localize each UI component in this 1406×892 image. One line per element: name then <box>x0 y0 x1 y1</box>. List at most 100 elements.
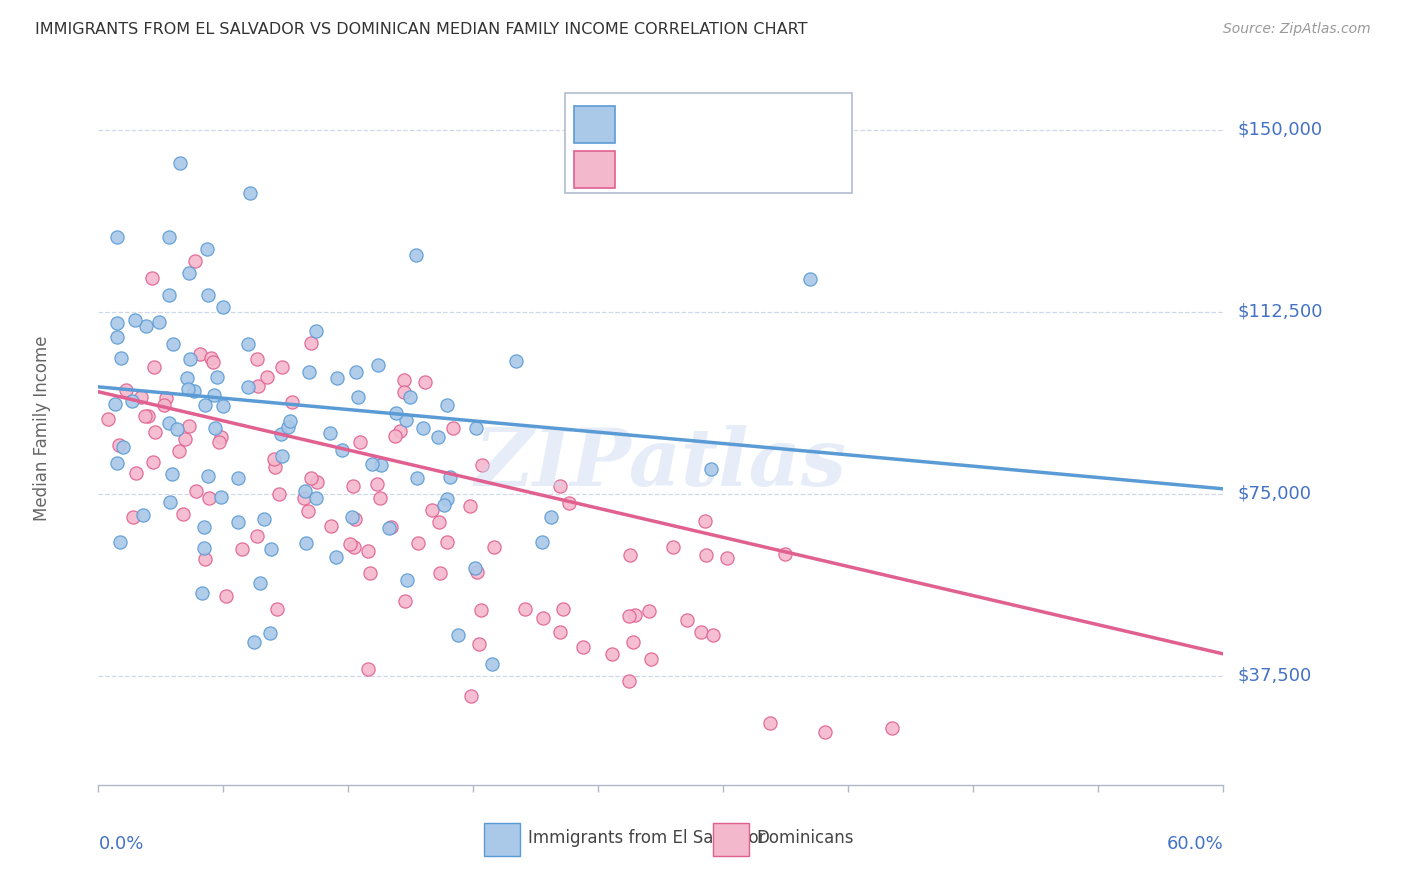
Point <box>278 414 301 428</box>
Point <box>357 662 380 676</box>
Point <box>108 438 131 452</box>
Point <box>104 397 127 411</box>
Point <box>799 272 821 286</box>
Point <box>242 635 264 649</box>
Point <box>174 433 197 447</box>
Point <box>759 716 782 731</box>
Point <box>619 548 641 562</box>
Point <box>676 614 699 628</box>
Point <box>153 398 176 412</box>
Point <box>332 442 354 457</box>
Text: IMMIGRANTS FROM EL SALVADOR VS DOMINICAN MEDIAN FAMILY INCOME CORRELATION CHART: IMMIGRANTS FROM EL SALVADOR VS DOMINICAN… <box>35 22 807 37</box>
Point <box>344 364 367 378</box>
Point <box>132 508 155 522</box>
FancyBboxPatch shape <box>713 822 748 855</box>
Point <box>202 355 225 369</box>
Point <box>814 725 837 739</box>
Text: 101: 101 <box>785 161 823 178</box>
Point <box>209 490 232 504</box>
Point <box>269 487 291 501</box>
Point <box>531 610 554 624</box>
Point <box>398 391 420 405</box>
Point <box>340 510 363 524</box>
Point <box>406 536 429 550</box>
Point <box>773 547 796 561</box>
Point <box>238 337 260 351</box>
Point <box>468 637 491 651</box>
Point <box>357 544 380 558</box>
Point <box>548 624 571 639</box>
Point <box>307 475 329 489</box>
Point <box>385 406 408 420</box>
Point <box>325 549 347 564</box>
Point <box>277 419 299 434</box>
Point <box>135 319 157 334</box>
Point <box>253 512 276 526</box>
Point <box>256 369 278 384</box>
Point <box>148 315 170 329</box>
FancyBboxPatch shape <box>565 93 852 193</box>
Point <box>184 483 207 498</box>
Point <box>193 520 215 534</box>
Point <box>413 375 436 389</box>
Point <box>343 540 366 554</box>
Point <box>394 594 416 608</box>
Point <box>693 514 716 528</box>
Point <box>412 421 434 435</box>
Point <box>447 628 470 642</box>
Point <box>405 248 427 262</box>
Point <box>226 471 249 485</box>
Text: ZIPatlas: ZIPatlas <box>475 425 846 502</box>
Point <box>172 507 194 521</box>
Point <box>571 640 593 654</box>
Point <box>436 398 458 412</box>
Point <box>464 560 486 574</box>
Point <box>204 421 226 435</box>
Point <box>124 467 146 481</box>
Point <box>482 540 505 554</box>
Point <box>689 624 711 639</box>
Point <box>420 503 443 517</box>
Point <box>366 476 388 491</box>
Point <box>138 409 160 423</box>
Point <box>304 491 326 506</box>
Point <box>179 351 201 366</box>
Text: R =: R = <box>627 116 666 134</box>
Point <box>378 521 401 535</box>
Point <box>134 409 156 423</box>
Point <box>212 300 235 314</box>
Point <box>392 385 415 400</box>
Point <box>297 504 319 518</box>
Text: -0.165: -0.165 <box>672 116 730 134</box>
Point <box>238 186 260 200</box>
Point <box>388 425 411 439</box>
Point <box>481 657 503 671</box>
Point <box>702 628 724 642</box>
Point <box>266 601 288 615</box>
Point <box>384 428 406 442</box>
Point <box>638 604 661 618</box>
Point <box>115 383 138 397</box>
Point <box>194 398 217 412</box>
Point <box>281 394 304 409</box>
Point <box>155 392 177 406</box>
Point <box>619 673 641 688</box>
Point <box>197 287 219 301</box>
Point <box>465 565 488 579</box>
Point <box>177 382 200 396</box>
Point <box>471 458 494 472</box>
Point <box>111 441 134 455</box>
Point <box>226 516 249 530</box>
Point <box>97 412 120 426</box>
Point <box>326 371 349 385</box>
Point <box>344 511 367 525</box>
Point <box>292 491 315 505</box>
Text: $112,500: $112,500 <box>1237 302 1323 320</box>
Point <box>195 242 218 256</box>
Point <box>198 491 221 506</box>
Point <box>105 316 128 330</box>
Point <box>249 575 271 590</box>
Point <box>465 421 488 435</box>
Point <box>550 479 572 493</box>
Text: -0.592: -0.592 <box>672 161 730 178</box>
